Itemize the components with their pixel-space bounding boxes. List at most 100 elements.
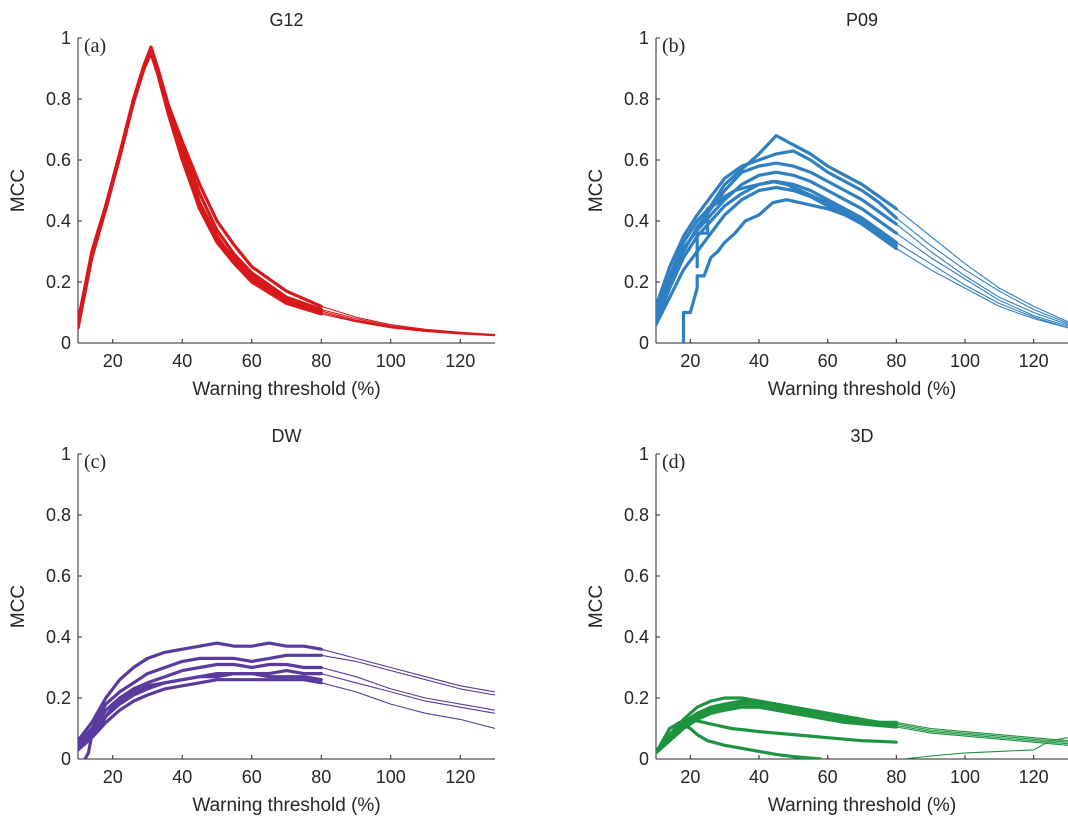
x-tick-label: 80 [886, 351, 906, 371]
series-group [656, 696, 1068, 759]
series-line-thin-3 [895, 223, 1068, 326]
x-tick-label: 120 [1019, 351, 1049, 371]
panel-label: (d) [662, 451, 685, 473]
x-tick-label: 100 [376, 767, 406, 787]
x-tick-label: 40 [172, 767, 192, 787]
y-tick-label: 0 [639, 749, 649, 769]
y-axis-label: MCC [8, 169, 29, 212]
series-line-thick-1 [78, 641, 323, 743]
series-line-thin-4 [895, 232, 1068, 327]
y-axis-label: MCC [8, 585, 29, 628]
series-group [656, 134, 1068, 343]
y-tick-label: 1 [61, 444, 71, 464]
panel-label: (c) [84, 451, 106, 473]
series-line-thin-2 [895, 217, 1068, 324]
x-tick-label: 80 [311, 767, 331, 787]
series-line-thin-2 [321, 308, 495, 336]
y-tick-label: 1 [61, 28, 71, 48]
x-axis-label: Warning threshold (%) [768, 379, 956, 400]
series-line-thick-5 [656, 717, 898, 755]
y-tick-label: 0.2 [624, 272, 649, 292]
x-tick-label: 80 [886, 767, 906, 787]
y-tick-label: 0.6 [46, 150, 71, 170]
chart-title: P09 [846, 10, 878, 30]
series-line-thin-2 [321, 654, 495, 696]
chart-panel-3: 20 40 60 80 100 120 0 0.2 0.4 0.6 0.8 1 DW (c) Warning… [8, 426, 495, 816]
x-tick-label: 20 [680, 351, 700, 371]
series-line-thin-1 [895, 208, 1068, 323]
x-tick-label: 40 [172, 351, 192, 371]
x-tick-label: 80 [311, 351, 331, 371]
y-tick-label: 0.4 [624, 627, 649, 647]
x-axis-label: Warning threshold (%) [768, 795, 956, 816]
series-line-thin-3 [896, 724, 1068, 745]
series-line-thick-2 [656, 149, 898, 308]
x-axis-label: Warning threshold (%) [192, 379, 380, 400]
x-tick-label: 20 [103, 351, 123, 371]
y-tick-label: 1 [639, 28, 649, 48]
y-tick-label: 0.8 [46, 89, 71, 109]
panel-label: (b) [662, 35, 685, 57]
y-tick-label: 0.4 [46, 211, 71, 231]
y-tick-label: 1 [639, 444, 649, 464]
y-tick-label: 0.2 [46, 272, 71, 292]
x-tick-label: 60 [242, 351, 262, 371]
x-tick-label: 40 [749, 351, 769, 371]
y-tick-label: 0.2 [46, 688, 71, 708]
chart-panel-4: 20 40 60 80 100 120 0 0.2 0.4 0.6 0.8 1 3D (d) Warning… [586, 426, 1068, 816]
series-line-thin-5 [896, 241, 1068, 329]
series-line-thin-4 [321, 313, 495, 337]
series-line-thick-1 [78, 45, 323, 330]
y-tick-label: 0.8 [624, 89, 649, 109]
x-tick-label: 20 [680, 767, 700, 787]
y-tick-label: 0 [61, 333, 71, 353]
series-line-thick-6 [83, 671, 323, 759]
series-group [78, 45, 495, 337]
y-axis-label: MCC [586, 169, 607, 212]
series-line-thick-5 [78, 678, 323, 752]
x-tick-label: 120 [445, 767, 475, 787]
series-line-thick-4 [656, 705, 898, 755]
series-line-thin-6 [896, 248, 1068, 329]
chart-title: DW [272, 426, 302, 446]
panel-label: (a) [84, 35, 106, 57]
chart-title: 3D [850, 426, 873, 446]
y-tick-label: 0 [639, 333, 649, 353]
y-tick-label: 0.4 [46, 627, 71, 647]
series-group [78, 641, 495, 759]
series-line-thick-4 [656, 170, 898, 318]
chart-title: G12 [269, 10, 303, 30]
series-line-thin-2 [896, 723, 1068, 743]
x-tick-label: 20 [103, 767, 123, 787]
series-line-thin-4 [321, 673, 495, 714]
x-tick-label: 60 [818, 351, 838, 371]
y-tick-label: 0.8 [46, 505, 71, 525]
y-tick-label: 0.4 [624, 211, 649, 231]
series-line-thin-3 [321, 666, 495, 711]
chart-panel-1: 20 40 60 80 100 120 0 0.2 0.4 0.6 0.8 1 G12 (a) Warnin… [8, 10, 495, 400]
x-tick-label: 120 [1019, 767, 1049, 787]
y-tick-label: 0.8 [624, 505, 649, 525]
y-tick-label: 0 [61, 749, 71, 769]
series-line-thin-5 [321, 310, 495, 336]
series-line-thick-1 [656, 134, 898, 315]
y-tick-label: 0.2 [624, 688, 649, 708]
series-line-thin-5 [321, 682, 495, 730]
y-tick-label: 0.6 [46, 566, 71, 586]
y-axis-label: MCC [586, 585, 607, 628]
x-tick-label: 60 [818, 767, 838, 787]
series-line-thick-2 [78, 653, 323, 746]
series-line-thick-3 [78, 662, 323, 749]
y-tick-label: 0.6 [624, 566, 649, 586]
chart-panel-2: 20 40 60 80 100 120 0 0.2 0.4 0.6 0.8 1 P09 (b) Warnin… [586, 10, 1068, 400]
series-line-thick-5 [78, 48, 323, 327]
series-line-thin-1 [321, 305, 495, 336]
series-line-thick-7 [681, 198, 898, 343]
x-tick-label: 100 [950, 767, 980, 787]
x-tick-label: 40 [749, 767, 769, 787]
x-tick-label: 60 [242, 767, 262, 787]
series-line-thick-8 [695, 179, 898, 269]
x-tick-label: 100 [950, 351, 980, 371]
series-line-thin-4 [896, 726, 1068, 746]
